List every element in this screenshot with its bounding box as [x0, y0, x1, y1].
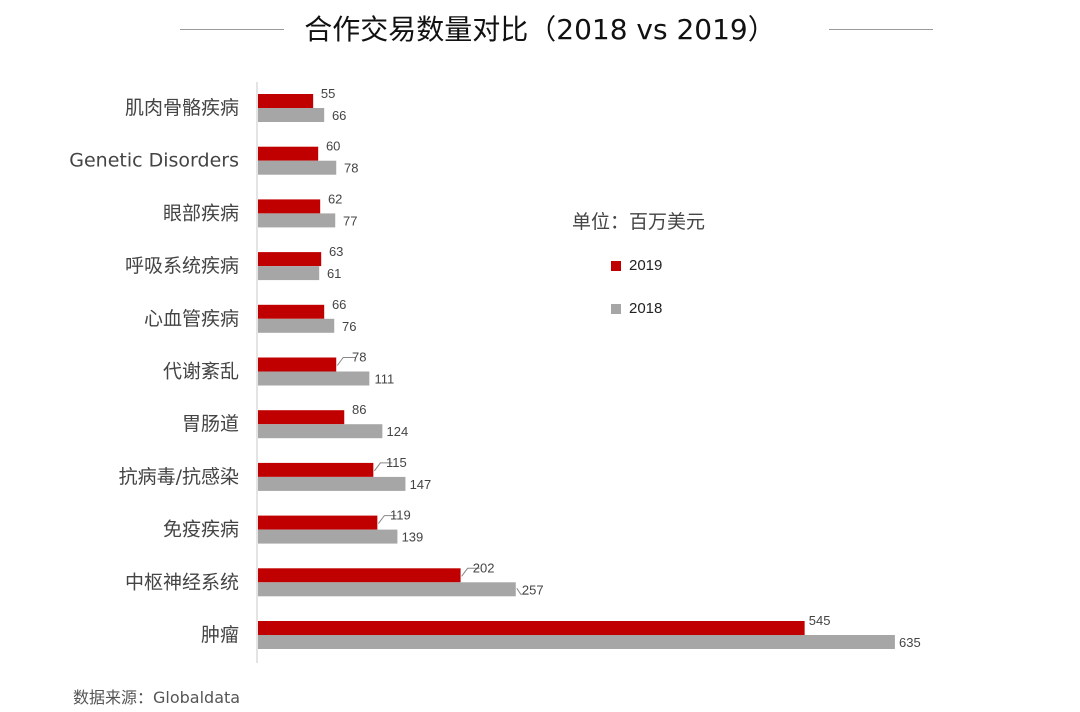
value-label-2019: 119 — [390, 508, 411, 523]
bar-2018 — [258, 318, 335, 333]
value-label-2018: 111 — [374, 372, 394, 387]
value-label-2019: 60 — [326, 139, 340, 154]
value-label-2019: 545 — [809, 613, 831, 628]
legend-item-2018: 2018 — [611, 300, 662, 317]
bar-2018 — [258, 529, 398, 544]
chart-bars — [258, 94, 895, 649]
value-leader — [377, 515, 397, 524]
category-label: 免疫疾病 — [163, 519, 239, 541]
bar-2018 — [258, 371, 370, 386]
bar-2018 — [258, 582, 516, 597]
legend-label-2019: 2019 — [629, 257, 663, 274]
value-label-2018: 635 — [899, 635, 921, 650]
value-label-2018: 124 — [387, 424, 409, 439]
bar-2019 — [258, 462, 374, 477]
value-leader — [336, 357, 356, 366]
bar-2019 — [258, 146, 319, 161]
value-label-2019: 202 — [473, 560, 495, 575]
category-label: 代谢紊乱 — [163, 361, 239, 383]
value-label-2019: 115 — [386, 455, 407, 470]
value-label-2018: 257 — [522, 582, 544, 597]
bar-2018 — [258, 635, 895, 649]
value-label-2019: 86 — [352, 402, 366, 417]
bar-2019 — [258, 410, 345, 425]
bar-2019 — [258, 252, 322, 267]
source-note: 数据来源：Globaldata — [73, 688, 241, 707]
bar-2019 — [258, 568, 461, 583]
legend-swatch-2019 — [611, 260, 621, 271]
chart-title: 合作交易数量对比（2018 vs 2019） — [304, 13, 776, 46]
value-label-2019: 78 — [352, 350, 366, 365]
value-label-2018: 61 — [327, 266, 341, 281]
bar-2019 — [258, 515, 378, 530]
bar-2019 — [258, 357, 337, 372]
category-label: 眼部疾病 — [163, 202, 239, 224]
value-label-2019: 55 — [321, 86, 335, 101]
value-leader — [516, 588, 529, 595]
bar-2019 — [258, 94, 314, 108]
bar-2019 — [258, 199, 321, 214]
legend-swatch-2018 — [611, 303, 621, 314]
value-leader — [373, 462, 393, 472]
title-rule-left — [180, 29, 284, 30]
value-label-2018: 76 — [342, 319, 356, 334]
bar-2018 — [258, 108, 325, 122]
value-label-2018: 77 — [343, 213, 357, 228]
value-label-2018: 78 — [344, 161, 358, 176]
bar-2018 — [258, 160, 337, 175]
legend-label-2018: 2018 — [629, 300, 663, 317]
value-label-2019: 63 — [329, 244, 343, 259]
category-label: 胃肠道 — [182, 413, 239, 435]
title-rule-right — [829, 29, 933, 30]
bar-2019 — [258, 304, 325, 319]
category-label: 呼吸系统疾病 — [125, 255, 239, 277]
bar-2018 — [258, 476, 406, 491]
bar-2019 — [258, 621, 805, 635]
value-label-2019: 66 — [332, 297, 346, 312]
unit-label: 单位：百万美元 — [572, 211, 706, 233]
bar-2018 — [258, 424, 383, 439]
legend-item-2019: 2019 — [611, 257, 662, 274]
category-label: 抗病毒/抗感染 — [119, 466, 239, 488]
category-label: Genetic Disorders — [69, 150, 239, 172]
value-label-2018: 66 — [332, 108, 346, 123]
value-label-2018: 147 — [410, 477, 432, 492]
category-label: 心血管疾病 — [144, 308, 239, 330]
value-label-2018: 139 — [402, 530, 424, 545]
category-label: 肌肉骨骼疾病 — [125, 97, 239, 119]
value-leader — [461, 567, 480, 577]
value-label-2019: 62 — [328, 191, 342, 206]
bar-2018 — [258, 266, 320, 281]
bar-2018 — [258, 213, 336, 228]
category-label: 中枢神经系统 — [125, 571, 239, 593]
category-label: 肿瘤 — [201, 624, 239, 646]
